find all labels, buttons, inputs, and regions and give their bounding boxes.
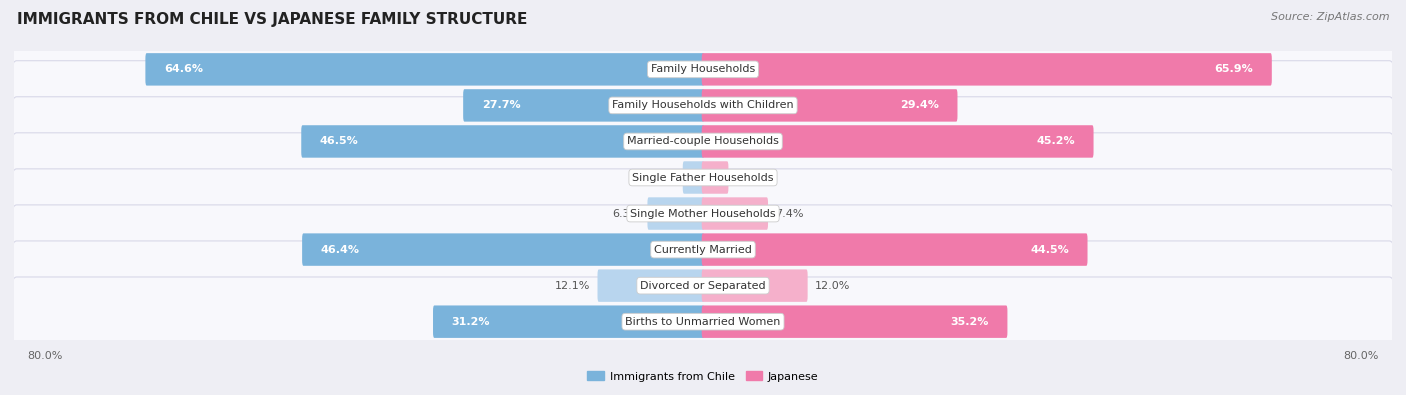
FancyBboxPatch shape (702, 269, 807, 302)
Text: Births to Unmarried Women: Births to Unmarried Women (626, 317, 780, 327)
Text: 45.2%: 45.2% (1036, 136, 1076, 147)
FancyBboxPatch shape (10, 205, 1396, 294)
Text: 29.4%: 29.4% (900, 100, 939, 111)
FancyBboxPatch shape (702, 305, 1008, 338)
FancyBboxPatch shape (10, 61, 1396, 150)
Text: 64.6%: 64.6% (165, 64, 202, 74)
Text: 6.3%: 6.3% (612, 209, 640, 218)
Legend: Immigrants from Chile, Japanese: Immigrants from Chile, Japanese (583, 367, 823, 386)
FancyBboxPatch shape (702, 233, 1087, 266)
Text: Currently Married: Currently Married (654, 245, 752, 255)
Text: 80.0%: 80.0% (1344, 350, 1379, 361)
Text: Divorced or Separated: Divorced or Separated (640, 280, 766, 291)
Text: 2.8%: 2.8% (735, 173, 765, 182)
FancyBboxPatch shape (702, 125, 1094, 158)
Text: 35.2%: 35.2% (950, 317, 988, 327)
Text: Single Mother Households: Single Mother Households (630, 209, 776, 218)
FancyBboxPatch shape (10, 24, 1396, 114)
FancyBboxPatch shape (647, 198, 704, 230)
Text: Family Households: Family Households (651, 64, 755, 74)
FancyBboxPatch shape (10, 169, 1396, 258)
FancyBboxPatch shape (302, 233, 704, 266)
FancyBboxPatch shape (10, 277, 1396, 367)
FancyBboxPatch shape (702, 161, 728, 194)
FancyBboxPatch shape (145, 53, 704, 86)
Text: 2.2%: 2.2% (647, 173, 675, 182)
FancyBboxPatch shape (10, 97, 1396, 186)
Text: Family Households with Children: Family Households with Children (612, 100, 794, 111)
Text: Single Father Households: Single Father Households (633, 173, 773, 182)
Text: IMMIGRANTS FROM CHILE VS JAPANESE FAMILY STRUCTURE: IMMIGRANTS FROM CHILE VS JAPANESE FAMILY… (17, 12, 527, 27)
FancyBboxPatch shape (683, 161, 704, 194)
Text: 46.5%: 46.5% (319, 136, 359, 147)
Text: Source: ZipAtlas.com: Source: ZipAtlas.com (1271, 12, 1389, 22)
FancyBboxPatch shape (433, 305, 704, 338)
Text: 12.1%: 12.1% (555, 280, 591, 291)
Text: 80.0%: 80.0% (27, 350, 62, 361)
Text: 12.0%: 12.0% (815, 280, 851, 291)
Text: 46.4%: 46.4% (321, 245, 360, 255)
FancyBboxPatch shape (702, 53, 1272, 86)
Text: 7.4%: 7.4% (775, 209, 804, 218)
FancyBboxPatch shape (702, 89, 957, 122)
FancyBboxPatch shape (702, 198, 768, 230)
Text: 27.7%: 27.7% (482, 100, 520, 111)
FancyBboxPatch shape (10, 133, 1396, 222)
FancyBboxPatch shape (301, 125, 704, 158)
Text: Married-couple Households: Married-couple Households (627, 136, 779, 147)
FancyBboxPatch shape (10, 241, 1396, 330)
FancyBboxPatch shape (598, 269, 704, 302)
FancyBboxPatch shape (463, 89, 704, 122)
Text: 44.5%: 44.5% (1031, 245, 1069, 255)
Text: 31.2%: 31.2% (451, 317, 491, 327)
Text: 65.9%: 65.9% (1215, 64, 1253, 74)
